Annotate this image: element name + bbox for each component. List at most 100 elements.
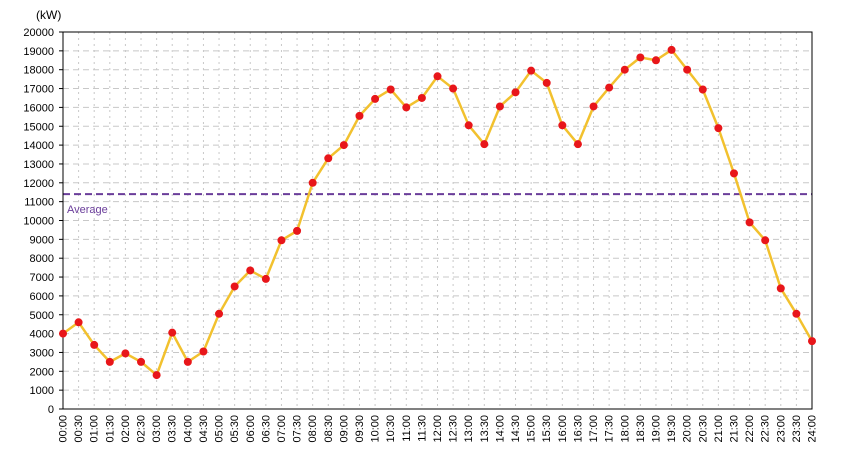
y-tick-label: 3000 (30, 347, 54, 359)
x-tick-label: 18:00 (619, 415, 631, 443)
y-tick-label: 12000 (23, 178, 54, 190)
x-tick-label: 00:00 (58, 415, 70, 443)
data-point (105, 357, 114, 366)
series-demand (59, 45, 816, 380)
data-point (183, 357, 192, 366)
data-point (527, 66, 536, 75)
data-point (729, 169, 738, 178)
y-tick-label: 16000 (23, 102, 54, 114)
data-point (605, 83, 614, 92)
y-tick-label: 18000 (23, 65, 54, 77)
data-point (215, 309, 224, 318)
data-point (371, 94, 380, 103)
x-tick-label: 12:30 (448, 415, 460, 443)
data-point (714, 124, 723, 133)
data-point (636, 53, 645, 62)
y-tick-label: 1000 (30, 385, 54, 397)
x-tick-label: 16:30 (572, 415, 584, 443)
data-point (355, 111, 364, 120)
x-tick-label: 10:30 (385, 415, 397, 443)
y-tick-label: 13000 (23, 159, 54, 171)
data-point (683, 65, 692, 74)
x-tick-label: 21:00 (713, 415, 725, 443)
data-point (137, 357, 146, 366)
x-tick-label: 02:00 (120, 415, 132, 443)
y-tick-label: 7000 (30, 272, 54, 284)
y-tick-label: 19000 (23, 46, 54, 58)
data-point (542, 78, 551, 87)
data-point (293, 226, 302, 235)
data-point (402, 103, 411, 112)
x-tick-label: 17:00 (588, 415, 600, 443)
data-point (261, 274, 270, 283)
data-point (339, 141, 348, 150)
y-tick-label: 9000 (30, 234, 54, 246)
x-tick-label: 18:30 (635, 415, 647, 443)
data-point (74, 318, 83, 327)
data-point (480, 140, 489, 149)
x-tick-label: 09:30 (354, 415, 366, 443)
y-tick-label: 11000 (24, 197, 54, 209)
data-point (511, 88, 520, 97)
x-tick-label: 16:00 (557, 415, 569, 443)
y-tick-label: 14000 (23, 140, 54, 152)
y-tick-label: 2000 (30, 366, 54, 378)
x-tick-label: 07:30 (292, 415, 304, 443)
x-tick-label: 19:30 (666, 415, 678, 443)
data-point (620, 65, 629, 74)
y-tick-label: 15000 (23, 121, 54, 133)
x-tick-label: 15:30 (541, 415, 553, 443)
y-tick-label: 8000 (30, 253, 54, 265)
x-tick-label: 08:00 (307, 415, 319, 443)
x-tick-label: 07:00 (276, 415, 288, 443)
data-point (698, 85, 707, 94)
x-tick-label: 13:30 (479, 415, 491, 443)
data-point (761, 236, 770, 245)
data-point (558, 121, 567, 130)
data-point (230, 282, 239, 291)
data-point (792, 309, 801, 318)
average-label: Average (67, 204, 108, 216)
data-point (495, 102, 504, 111)
x-tick-label: 15:00 (526, 415, 538, 443)
y-tick-label: 0 (48, 404, 54, 416)
x-tick-label: 14:30 (510, 415, 522, 443)
data-point (199, 347, 208, 356)
data-point (589, 102, 598, 111)
x-tick-label: 05:30 (229, 415, 241, 443)
data-point (449, 84, 458, 93)
data-point (745, 218, 754, 227)
data-point (667, 45, 676, 54)
data-point (59, 329, 67, 338)
axes: (kW) (36, 8, 813, 410)
data-point (464, 121, 473, 130)
x-tick-label: 11:00 (401, 415, 413, 442)
x-tick-label: 04:30 (198, 415, 210, 443)
data-point (651, 56, 660, 65)
x-tick-label: 03:00 (151, 415, 163, 443)
data-point (168, 328, 177, 337)
data-point (90, 340, 99, 349)
data-point (573, 140, 582, 149)
x-tick-label: 01:00 (89, 415, 101, 443)
x-tick-label: 22:30 (760, 415, 772, 443)
x-tick-label: 03:30 (167, 415, 179, 443)
x-tick-label: 23:30 (791, 415, 803, 443)
x-tick-label: 01:30 (104, 415, 116, 443)
y-tick-label: 5000 (30, 310, 54, 322)
data-point (246, 266, 255, 275)
x-tick-label: 24:00 (807, 415, 819, 443)
x-tick-label: 20:00 (682, 415, 694, 443)
x-tick-label: 20:30 (697, 415, 709, 443)
x-tick-label: 23:00 (775, 415, 787, 443)
data-point (121, 349, 130, 358)
x-tick-label: 08:30 (323, 415, 335, 443)
x-tick-label: 17:30 (604, 415, 616, 443)
x-tick-label: 22:00 (744, 415, 756, 443)
y-tick-label: 17000 (23, 84, 54, 96)
x-tick-label: 21:30 (728, 415, 740, 443)
y-tick-label: 20000 (23, 27, 54, 39)
x-tick-label: 09:00 (338, 415, 350, 443)
y-tick-label: 4000 (30, 329, 54, 341)
